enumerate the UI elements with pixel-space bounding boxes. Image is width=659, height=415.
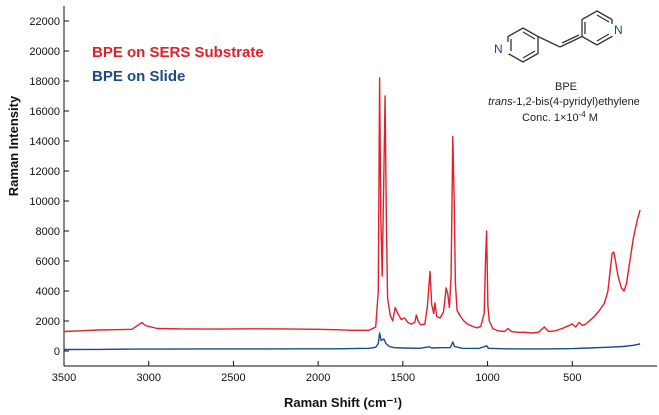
x-tick-label: 500 (563, 372, 581, 384)
vinylene-bond (537, 35, 561, 48)
x-tick-label: 1000 (475, 372, 499, 384)
concentration-exponent: -4 (579, 110, 587, 119)
right-nitrogen-atom-label: N (614, 23, 623, 37)
molecule-iupac-prefix: trans (488, 96, 513, 108)
series-line-0 (63, 77, 641, 334)
y-tick-label: 14000 (29, 136, 60, 148)
y-tick-label: 2000 (36, 316, 60, 328)
y-tick-label: 4000 (36, 286, 60, 298)
legend-entry-slide: BPE on Slide (92, 68, 185, 85)
right-pyridine-ring (581, 10, 613, 46)
x-tick-label: 3500 (52, 372, 76, 384)
series-lines (63, 77, 641, 351)
x-axis-ticks: 3500 3000 2500 2000 1500 1000 500 (52, 361, 581, 384)
molecule-name: BPE (555, 81, 577, 93)
x-tick-label: 2500 (221, 372, 245, 384)
concentration-base: Conc. 1×10 (522, 112, 579, 124)
y-tick-label: 18000 (29, 76, 60, 88)
x-tick-label: 2000 (306, 372, 330, 384)
left-pyridine-ring (507, 27, 539, 63)
y-tick-label: 16000 (29, 106, 60, 118)
concentration-unit: M (586, 112, 598, 124)
molecule-iupac-name: trans-1,2-bis(4-pyridyl)ethylene (488, 96, 640, 108)
y-axis-title: Raman Intensity (6, 95, 21, 196)
y-axis-ticks: 0 2000 4000 6000 8000 10000 12000 14000 16000 180… (29, 16, 69, 358)
y-tick-label: 6000 (36, 256, 60, 268)
legend-entry-sers: BPE on SERS Substrate (92, 44, 264, 61)
molecule-iupac-rest: -1,2-bis(4-pyridyl)ethylene (513, 96, 640, 108)
left-nitrogen-atom-label: N (494, 42, 503, 56)
y-tick-label: 8000 (36, 226, 60, 238)
y-tick-label: 20000 (29, 46, 60, 58)
axes (63, 6, 657, 367)
bpe-molecule-structure (507, 10, 613, 63)
series-line-1 (63, 332, 641, 351)
molecule-concentration: Conc. 1×10-4 M (522, 110, 598, 124)
y-tick-label: 0 (54, 346, 60, 358)
x-axis-title: Raman Shift (cm⁻¹) (284, 395, 402, 410)
y-tick-label: 10000 (29, 196, 60, 208)
y-tick-label: 22000 (29, 16, 60, 28)
y-tick-label: 12000 (29, 166, 60, 178)
x-tick-label: 1500 (391, 372, 415, 384)
x-tick-label: 3000 (136, 372, 160, 384)
